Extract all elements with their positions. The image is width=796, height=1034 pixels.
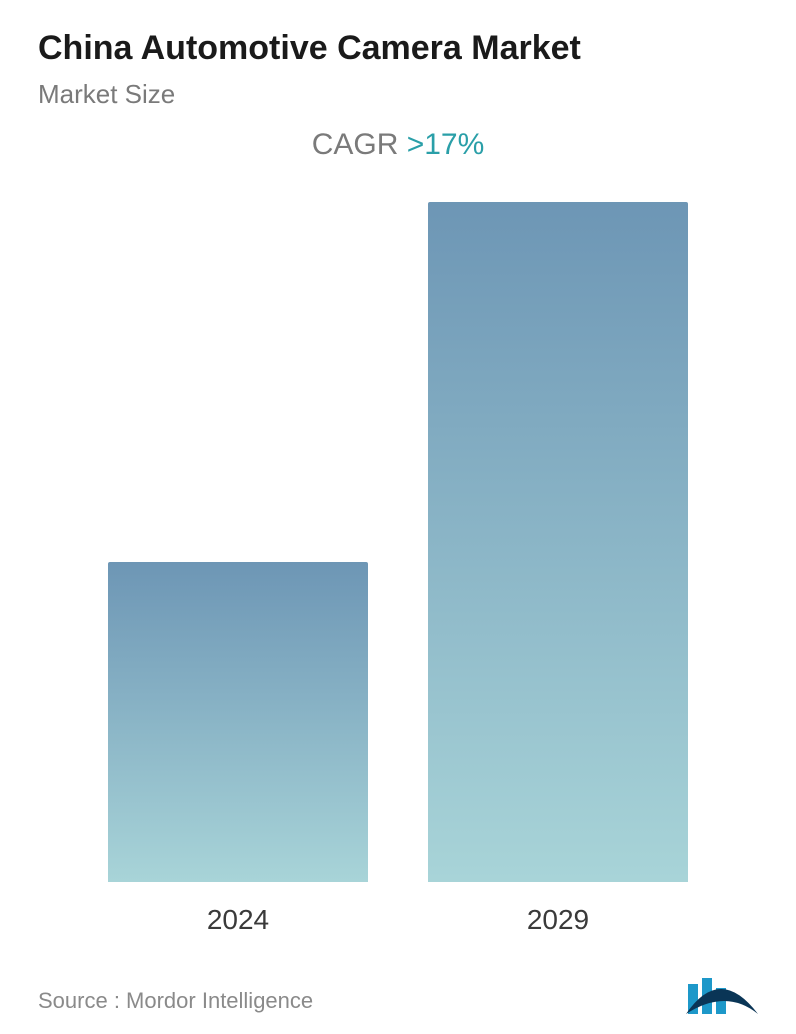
page-subtitle: Market Size [38, 79, 758, 110]
source-attribution: Source : Mordor Intelligence [38, 988, 313, 1014]
cagr-annotation: CAGR >17% [38, 128, 758, 162]
bar-group: 2029 [428, 202, 688, 936]
bar-group: 2024 [108, 562, 368, 936]
footer: Source : Mordor Intelligence [38, 970, 758, 1014]
page-title: China Automotive Camera Market [38, 28, 758, 69]
cagr-value: >17% [407, 128, 485, 161]
brand-logo-icon [686, 974, 758, 1014]
bar [108, 562, 368, 882]
cagr-label: CAGR [312, 128, 407, 161]
bar-category-label: 2024 [207, 904, 269, 936]
bar-chart: 2024 2029 [38, 172, 758, 936]
bar-category-label: 2029 [527, 904, 589, 936]
chart-container: China Automotive Camera Market Market Si… [0, 0, 796, 1034]
bar [428, 202, 688, 882]
